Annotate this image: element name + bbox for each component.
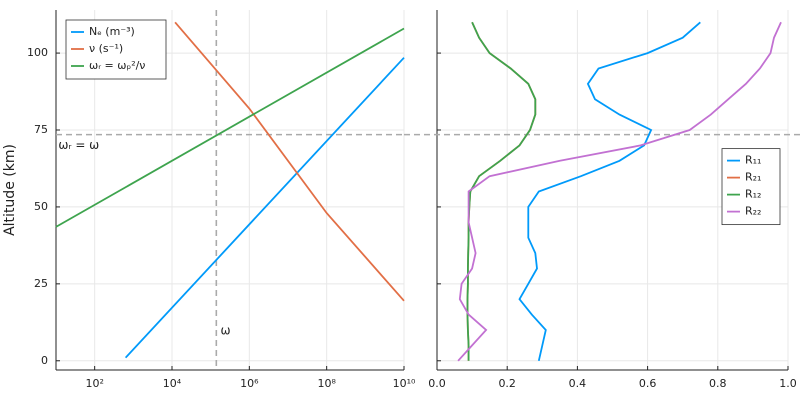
x-tick-label: 10²: [85, 377, 103, 390]
y-tick-label: 50: [34, 200, 48, 213]
data-line: [466, 21, 537, 361]
x-tick-label: 10¹⁰: [393, 377, 416, 390]
x-tick-label: 0.8: [709, 377, 727, 390]
x-tick-label: 10⁶: [240, 377, 259, 390]
x-tick-label: 0.6: [639, 377, 657, 390]
y-tick-label: 100: [27, 46, 48, 59]
legend-label: R₂₂: [745, 205, 761, 218]
data-line: [55, 27, 405, 228]
x-tick-label: 1.0: [779, 377, 797, 390]
x-tick-label: 0.4: [569, 377, 587, 390]
y-tick-label: 25: [34, 277, 48, 290]
legend-label: R₁₁: [745, 154, 761, 167]
data-line: [174, 21, 405, 302]
y-axis-label: Altitude (km): [2, 144, 18, 236]
x-tick-label: 0.2: [498, 377, 516, 390]
x-tick-label: 10⁸: [317, 377, 336, 390]
legend-label: Nₑ (m⁻³): [89, 25, 135, 38]
data-line: [457, 21, 782, 362]
x-tick-label: 10⁴: [163, 377, 182, 390]
y-tick-label: 0: [41, 354, 48, 367]
legend-label: ν (s⁻¹): [89, 42, 123, 55]
legend-label: R₁₂: [745, 188, 761, 201]
annotation: ω: [221, 323, 231, 337]
y-tick-label: 75: [34, 123, 48, 136]
legend-label: R₂₁: [745, 171, 761, 184]
x-tick-label: 0.0: [428, 377, 446, 390]
annotation: ωᵣ = ω: [58, 138, 99, 152]
data-line: [124, 57, 405, 359]
data-line: [518, 21, 701, 361]
legend-label: ωᵣ = ωₚ²/ν: [89, 59, 145, 72]
data-line: [466, 21, 537, 361]
